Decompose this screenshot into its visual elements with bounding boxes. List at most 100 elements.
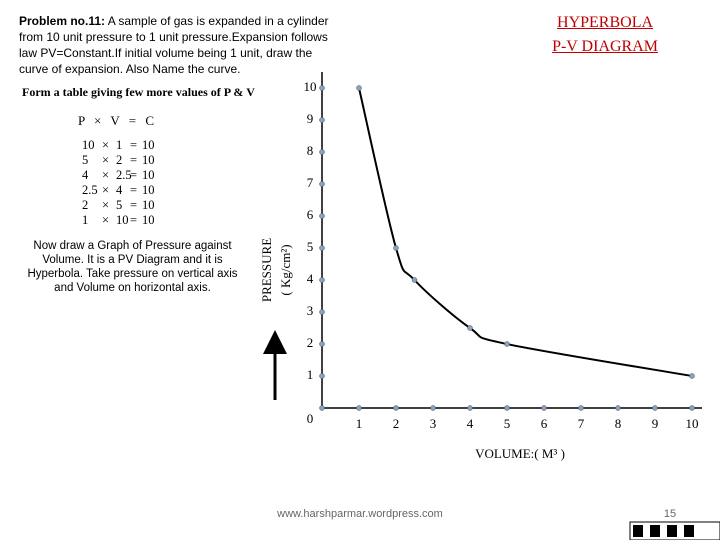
x-tick <box>430 405 436 411</box>
data-point <box>411 277 418 283</box>
y-tick <box>319 181 325 187</box>
table-cell: 10 <box>116 213 129 227</box>
table-cell: 10 <box>142 153 155 167</box>
x-tick-label: 4 <box>467 416 474 431</box>
table-row: 10 × 1 = 10 <box>82 138 155 153</box>
value-table: 10 × 1 = 10 5 × 2 = 10 4 × 2.5= 10 2.5 × 4 = 10 2 × 5 = 10 1 × 10 =… <box>82 138 155 228</box>
table-cell: = <box>130 153 138 167</box>
table-cell: 2.5 <box>82 183 98 197</box>
y-tick <box>319 149 325 155</box>
page-number: 15 <box>664 508 676 520</box>
y-tick <box>319 213 325 219</box>
table-row: 2.5 × 4 = 10 <box>82 183 155 198</box>
nav-icon[interactable] <box>629 521 720 540</box>
table-cell: 5 <box>82 153 89 167</box>
y-tick-label: 2 <box>307 335 314 350</box>
table-row: 1 × 10 = 10 <box>82 213 155 228</box>
x-tick <box>467 405 473 411</box>
data-point <box>689 373 695 379</box>
y-tick <box>319 117 325 123</box>
table-cell: = <box>130 198 138 212</box>
data-point <box>504 341 510 347</box>
table-cell: = <box>130 183 138 197</box>
x-tick-label: 5 <box>504 416 511 431</box>
x-tick-label: 1 <box>356 416 363 431</box>
table-cell: 10 <box>142 138 155 152</box>
problem-body: A sample of gas is expanded in a cylinde… <box>19 14 329 76</box>
y-tick-label: 7 <box>307 175 314 190</box>
data-point <box>356 85 362 91</box>
y-tick-label: 3 <box>307 303 314 318</box>
y-tick <box>319 277 325 283</box>
table-cell: × <box>102 138 110 152</box>
x-tick-label: 7 <box>578 416 585 431</box>
y-tick-label: 1 <box>307 367 314 382</box>
table-cell: × <box>102 198 110 212</box>
y-tick <box>319 309 325 315</box>
y-tick <box>319 405 325 411</box>
table-cell: 2.5 <box>116 168 132 182</box>
x-tick <box>578 405 584 411</box>
y-axis-unit: ( Kg/cm²) <box>278 244 293 295</box>
slide-heading: HYPERBOLA P-V DIAGRAM <box>552 11 658 59</box>
table-cell: × <box>102 168 110 182</box>
table-cell: × <box>102 183 110 197</box>
heading-line: HYPERBOLA <box>557 14 654 31</box>
y-tick <box>319 245 325 251</box>
y-tick-label: 10 <box>304 79 317 94</box>
table-cell: 2 <box>116 153 123 167</box>
footer-url: www.harshparmar.wordpress.com <box>276 508 443 520</box>
y-tick-label: 0 <box>307 411 314 426</box>
table-cell: 10 <box>142 213 155 227</box>
y-tick <box>319 373 325 379</box>
x-tick <box>652 405 658 411</box>
y-tick-label: 4 <box>307 271 314 286</box>
table-cell: 10 <box>142 168 155 182</box>
data-point <box>393 245 399 251</box>
x-tick-label: 8 <box>615 416 622 431</box>
pv-curve <box>358 87 693 377</box>
table-cell: 1 <box>82 213 89 227</box>
y-axis-label: PRESSURE <box>259 238 274 302</box>
table-cell: = <box>130 168 138 182</box>
x-tick <box>393 405 399 411</box>
table-cell: 5 <box>116 198 123 212</box>
formula: P × V = C <box>78 113 154 128</box>
table-cell: = <box>130 213 138 227</box>
problem-text: Problem no.11: A sample of gas is expand… <box>19 13 339 77</box>
x-tick <box>504 405 510 411</box>
x-tick <box>541 405 547 411</box>
x-tick <box>689 405 695 411</box>
table-row: 5 × 2 = 10 <box>82 153 155 168</box>
x-tick-label: 3 <box>430 416 437 431</box>
table-cell: 4 <box>116 183 123 197</box>
problem-label: Problem no.11: <box>19 14 106 28</box>
table-cell: 10 <box>142 183 155 197</box>
table-cell: 4 <box>82 168 89 182</box>
y-tick-label: 6 <box>307 207 314 222</box>
x-tick-label: 2 <box>393 416 400 431</box>
table-cell: × <box>102 213 110 227</box>
table-row: 4 × 2.5= 10 <box>82 168 155 183</box>
table-cell: 2 <box>82 198 89 212</box>
y-tick <box>319 341 325 347</box>
x-tick-label: 10 <box>686 416 699 431</box>
table-cell: 10 <box>142 198 155 212</box>
table-row: 2 × 5 = 10 <box>82 198 155 213</box>
y-tick <box>319 85 325 91</box>
heading-line: P-V DIAGRAM <box>552 38 658 55</box>
instructions: Now draw a Graph of Pressure against Vol… <box>27 240 238 294</box>
table-cell: × <box>102 153 110 167</box>
y-tick-label: 5 <box>307 239 314 254</box>
x-axis-label: VOLUME:( M³ ) <box>475 446 565 461</box>
x-tick <box>356 405 362 411</box>
data-point <box>467 325 473 331</box>
x-tick <box>615 405 621 411</box>
x-tick-label: 6 <box>541 416 548 431</box>
table-cell: = <box>130 138 138 152</box>
x-tick-label: 9 <box>652 416 659 431</box>
y-tick-label: 9 <box>307 111 314 126</box>
y-tick-label: 8 <box>307 143 314 158</box>
